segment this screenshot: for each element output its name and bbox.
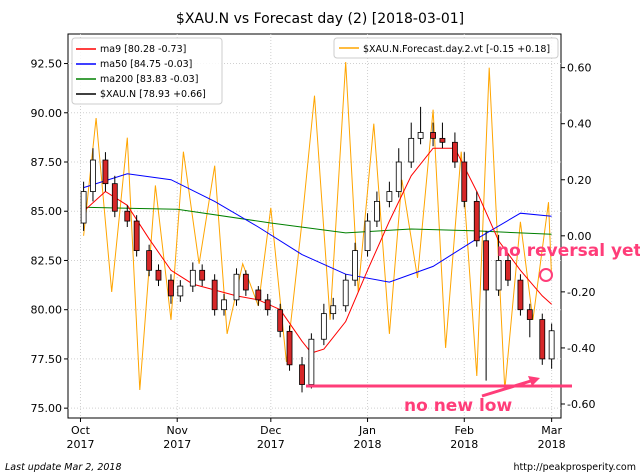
price-candles: [80, 106, 555, 393]
x-tick-label-year: 2018: [354, 438, 382, 451]
right-tick-label: 0.00: [567, 230, 592, 243]
x-tick-label-month: Mar: [541, 424, 562, 437]
left-tick-label: 75.00: [31, 402, 63, 415]
right-tick-label: 0.20: [567, 174, 592, 187]
legend-right: $XAU.N.Forecast.day.2.vt [-0.15 +0.18]: [333, 37, 559, 59]
candle-body: [395, 161, 402, 192]
left-tick-label: 87.50: [31, 156, 63, 169]
left-tick-label: 80.00: [31, 304, 63, 317]
right-tick-label: 0.40: [567, 118, 592, 131]
legend-forecast-label: $XAU.N.Forecast.day.2.vt [-0.15 +0.18]: [363, 44, 550, 55]
right-tick-label: -0.60: [567, 398, 595, 411]
annotation-arrow-head: [528, 376, 540, 386]
candle-body: [517, 279, 524, 311]
candle-body: [90, 159, 96, 192]
candle-body: [526, 309, 533, 320]
candle-body: [483, 240, 490, 291]
candle-body: [299, 364, 305, 385]
candle-body: [155, 269, 162, 281]
candle-body: [277, 309, 284, 332]
left-tick-label: 85.00: [31, 205, 63, 218]
annotation-arrow-shaft: [481, 378, 535, 398]
candle-body: [352, 250, 358, 281]
legend-ma200-label: ma200 [83.83 -0.03]: [100, 74, 198, 85]
candle-body: [286, 330, 293, 366]
candle-body: [199, 269, 206, 281]
x-tick-label-month: Nov: [166, 424, 188, 437]
candle-body: [408, 137, 415, 163]
left-tick-label: 92.50: [31, 58, 63, 71]
x-tick-label-month: Feb: [455, 424, 474, 437]
candle-body: [461, 161, 468, 202]
annotation-circle: [539, 268, 553, 282]
candle-body: [320, 313, 327, 340]
right-tick-label: -0.20: [567, 286, 595, 299]
candle-body: [124, 210, 131, 222]
candle-body: [133, 220, 140, 252]
right-axis-ticks: -0.60 -0.40 -0.20 0.00 0.20 0.40 0.60: [561, 62, 595, 411]
right-tick-label: 0.60: [567, 62, 592, 75]
candle-body: [505, 260, 511, 281]
legend-ma9-label: ma9 [80.28 -0.73]: [100, 44, 186, 55]
x-tick-label-year: 2017: [257, 438, 285, 451]
x-tick-label-month: Jan: [358, 424, 376, 437]
candle-body: [495, 260, 502, 291]
legend-left-box: [71, 37, 223, 105]
annotations: no reversal yet no new low: [306, 241, 640, 416]
candle-body: [374, 200, 380, 222]
ma9-line: [83, 147, 552, 354]
candle-body: [548, 330, 555, 360]
candle-body: [364, 220, 371, 252]
candle-body: [146, 250, 153, 271]
legend-price-label: $XAU.N [78.93 +0.66]: [100, 89, 206, 100]
x-tick-label-year: 2018: [450, 438, 478, 451]
candle-body: [255, 289, 262, 301]
candle-body: [439, 137, 446, 143]
candle-body: [233, 273, 240, 301]
candle-body: [452, 141, 458, 163]
x-tick-label-year: 2017: [163, 438, 191, 451]
candle-body: [386, 191, 393, 202]
candle-body: [330, 305, 337, 315]
legend-ma50-label: ma50 [84.75 -0.03]: [100, 59, 192, 70]
left-axis-ticks: 75.00 77.50 80.00 82.50 85.00 87.50 90.00 92.50: [31, 58, 68, 415]
left-tick-label: 77.50: [31, 353, 63, 366]
candle-body: [177, 285, 184, 297]
legend-right-box: [333, 37, 559, 59]
annotation-no-new-low: no new low: [404, 396, 512, 416]
forecast-series: [83, 61, 553, 391]
left-tick-label: 90.00: [31, 107, 63, 120]
x-tick-label-month: Dec: [260, 424, 281, 437]
x-axis-ticks: Oct2017Nov2017Dec2017Jan2018Feb2018Mar20…: [66, 418, 566, 451]
candle-body: [242, 273, 249, 291]
candle-body: [417, 132, 424, 139]
candle-body: [168, 279, 174, 297]
candle-body: [80, 191, 87, 224]
candle-body: [189, 269, 196, 287]
left-tick-label: 82.50: [31, 254, 63, 267]
x-tick-label-month: Oct: [71, 424, 91, 437]
chart-title: $XAU.N vs Forecast day (2) [2018-03-01]: [176, 11, 464, 27]
candle-body: [264, 299, 271, 311]
forecast-line: [83, 61, 553, 391]
candle-body: [308, 338, 315, 385]
candle-body: [473, 200, 480, 242]
candle-body: [539, 319, 546, 360]
x-tick-label-year: 2017: [66, 438, 94, 451]
candle-body: [342, 279, 349, 307]
candle-body: [102, 159, 109, 185]
footer-last-update: Last update Mar 2, 2018: [5, 462, 122, 473]
annotation-no-reversal: no reversal yet: [497, 241, 640, 261]
x-tick-label-year: 2018: [538, 438, 566, 451]
ma50-line: [83, 173, 552, 283]
legend-left: ma9 [80.28 -0.73] ma50 [84.75 -0.03] ma2…: [71, 37, 223, 105]
candle-body: [111, 183, 118, 212]
footer-url: http://peakprosperity.com: [513, 462, 636, 473]
right-tick-label: -0.40: [567, 342, 595, 355]
candle-body: [430, 132, 436, 139]
candle-body: [221, 299, 227, 311]
candle-body: [211, 279, 218, 311]
